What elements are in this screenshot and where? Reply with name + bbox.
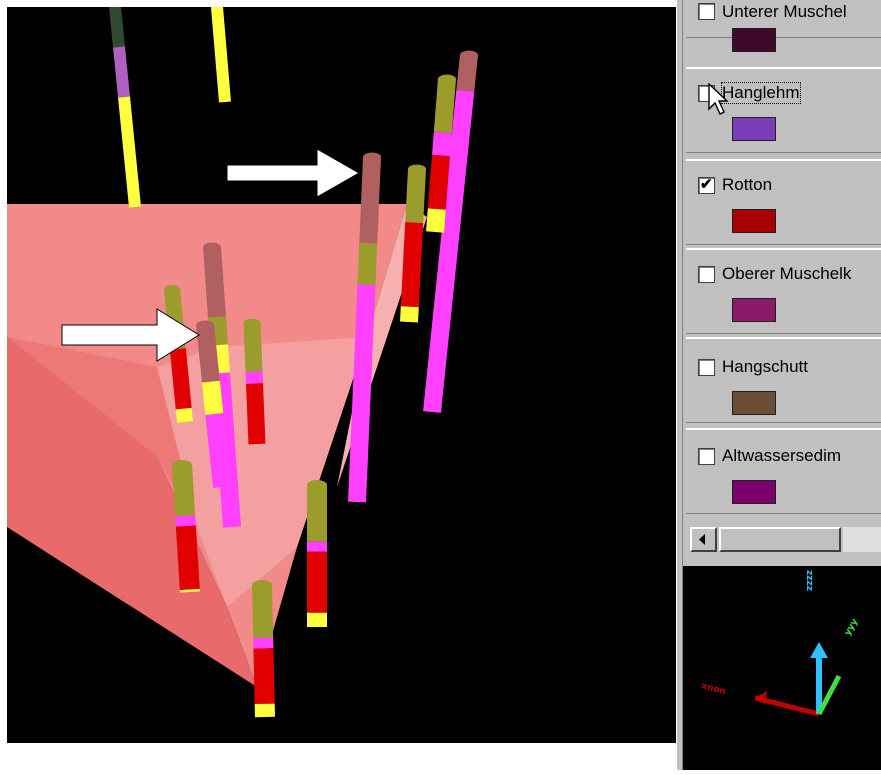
borehole-segment (357, 285, 366, 502)
borehole-segment (410, 223, 414, 307)
legend-item-oberer-muschelk[interactable]: Oberer Muschelk (686, 248, 881, 334)
borehole-6[interactable] (408, 165, 426, 323)
borehole-segment (212, 247, 217, 317)
layer-label: Hanglehm (722, 83, 800, 103)
borehole-segment (186, 526, 190, 590)
borehole-segment (368, 157, 372, 243)
z-axis-label: zzzz (804, 570, 814, 591)
borehole-segment (414, 169, 417, 223)
layer-checkbox[interactable] (698, 448, 715, 465)
scroll-left-button[interactable] (690, 527, 717, 552)
split-divider[interactable] (676, 0, 683, 770)
borehole-cap (164, 285, 180, 293)
borehole-segment (437, 156, 441, 210)
borehole-cap (408, 165, 426, 174)
arrow-right-upper (227, 149, 359, 197)
borehole-cap (252, 580, 272, 590)
layer-label: Hangschutt (722, 357, 808, 377)
borehole-segment (211, 382, 214, 414)
layer-color-swatch[interactable] (732, 209, 776, 233)
borehole-cap (307, 480, 327, 490)
legend-item-altwassersedim[interactable]: Altwassersedim (686, 428, 881, 514)
borehole-segment (409, 307, 410, 322)
status-strip (0, 743, 676, 770)
layer-checkbox[interactable]: ✔ (698, 177, 715, 194)
triangle-left-icon (692, 529, 715, 550)
borehole-segment (255, 384, 258, 445)
legend-item-rotton[interactable]: ✔ Rotton (686, 159, 881, 245)
layer-color-swatch[interactable] (732, 298, 776, 322)
layer-color-swatch[interactable] (732, 117, 776, 141)
borehole-segment (262, 585, 263, 638)
3d-viewport[interactable] (7, 7, 676, 743)
scroll-thumb[interactable] (719, 527, 841, 552)
layer-label: Altwassersedim (722, 446, 841, 466)
layer-color-swatch[interactable] (732, 480, 776, 504)
borehole-segment (441, 133, 443, 156)
borehole-segment (217, 317, 219, 345)
borehole-12[interactable] (307, 480, 327, 627)
borehole-segment (435, 209, 437, 232)
legend-item-hanglehm[interactable]: Hanglehm (686, 67, 881, 153)
borehole-cap (438, 75, 456, 84)
borehole-1[interactable] (109, 7, 135, 207)
legend-item-hangschutt[interactable]: Hangschutt (686, 337, 881, 423)
borehole-13[interactable] (252, 580, 272, 717)
x-axis-label: xnon (700, 681, 727, 697)
borehole-cap (196, 321, 214, 330)
borehole-cap (460, 51, 478, 60)
borehole-segment (185, 516, 186, 526)
layer-color-swatch[interactable] (732, 391, 776, 415)
axis-triad: xnon zzzz yyy (683, 566, 881, 770)
borehole-segment (217, 7, 225, 102)
y-axis-label: yyy (843, 617, 861, 637)
scroll-track[interactable] (843, 527, 881, 552)
borehole-segment (205, 325, 211, 382)
borehole-segment (182, 465, 185, 516)
orientation-axes[interactable]: xnon zzzz yyy (683, 566, 881, 770)
borehole-segment (366, 243, 368, 284)
layer-checkbox[interactable] (698, 3, 715, 20)
borehole-scene (7, 7, 676, 743)
borehole-segment (124, 97, 135, 207)
borehole-cap (172, 460, 192, 470)
panel-separator (683, 556, 881, 566)
borehole-segment (252, 323, 254, 371)
layer-label: Oberer Muschelk (722, 264, 851, 284)
borehole-segment (263, 648, 264, 703)
borehole-segment (465, 55, 469, 91)
borehole-segment (214, 414, 222, 487)
borehole-2[interactable] (211, 7, 225, 102)
layer-color-swatch[interactable] (732, 28, 776, 52)
borehole-segment (219, 345, 221, 373)
legend-horizontal-scrollbar[interactable] (683, 526, 881, 556)
borehole-segment (443, 79, 447, 133)
checkmark-icon: ✔ (700, 175, 713, 195)
mouse-cursor-icon (708, 83, 728, 117)
borehole-cap (244, 319, 261, 328)
borehole-segment (184, 409, 185, 422)
borehole-segment (115, 7, 119, 47)
borehole-cap (363, 153, 381, 162)
borehole-segment (119, 47, 124, 97)
layer-legend-panel: Unterer Muschel Hanglehm ✔ Rotton Oberer… (683, 0, 881, 566)
legend-item-unterer-muschel[interactable]: Unterer Muschel (686, 0, 881, 38)
borehole-cap (203, 243, 221, 252)
borehole-segment (178, 349, 184, 409)
borehole-segment (254, 371, 255, 383)
layer-label: Rotton (722, 175, 772, 195)
layer-label: Unterer Muschel (722, 2, 847, 22)
layer-checkbox[interactable] (698, 266, 715, 283)
layer-checkbox[interactable] (698, 359, 715, 376)
